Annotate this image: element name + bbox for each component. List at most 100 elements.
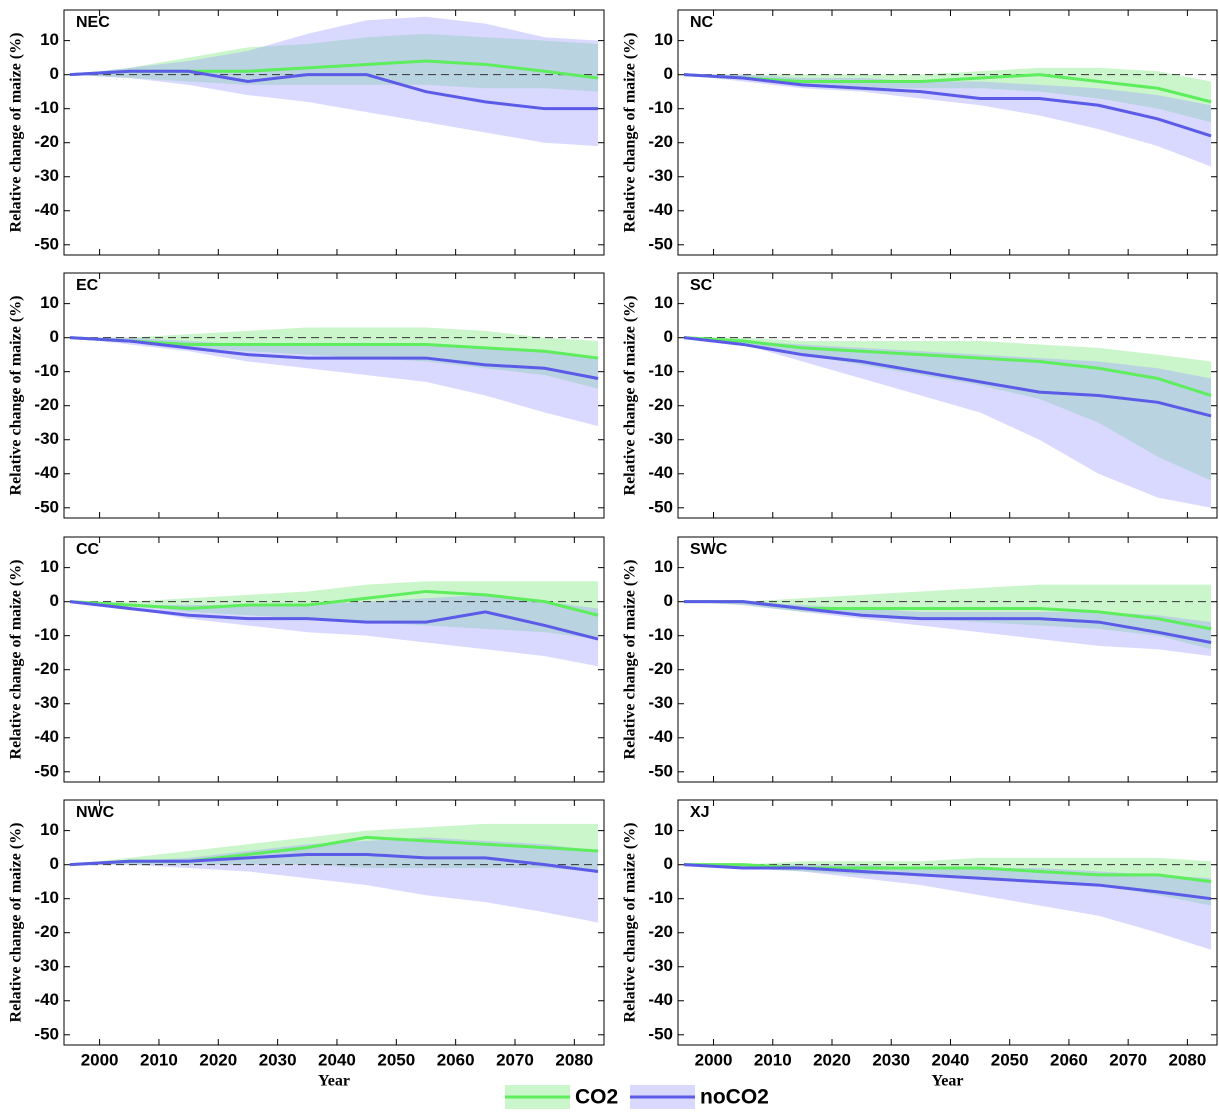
x-tick-label: 2040: [318, 1050, 356, 1069]
y-axis-label: Relative change of maize (%): [8, 33, 25, 233]
x-axis-label: Year: [932, 1073, 964, 1090]
x-tick-label: 2000: [695, 1050, 733, 1069]
y-tick-label: -20: [34, 659, 59, 678]
band: [69, 327, 599, 389]
y-tick-label: -20: [34, 395, 59, 414]
y-tick-label: -50: [648, 761, 673, 780]
y-tick-label: -50: [648, 497, 673, 516]
y-tick-label: -40: [34, 727, 59, 746]
legend-label: noCO2: [700, 1086, 769, 1109]
x-tick-label: 2060: [437, 1050, 475, 1069]
band: [683, 864, 1212, 950]
y-axis-label: Relative change of maize (%): [8, 296, 25, 496]
y-tick-label: -30: [34, 166, 59, 185]
y-tick-label: -50: [34, 761, 59, 780]
plot-frame: [677, 536, 1218, 783]
x-tick-label: 2050: [377, 1050, 415, 1069]
y-tick-label: -20: [34, 132, 59, 151]
y-tick-label: 0: [664, 854, 673, 873]
panel-title: NWC: [76, 804, 115, 821]
y-tick-label: 0: [664, 64, 673, 83]
y-tick-label: 10: [40, 820, 59, 839]
panel-title: SC: [690, 277, 713, 294]
y-tick-label: -40: [648, 463, 673, 482]
y-axis-label: Relative change of maize (%): [8, 823, 25, 1023]
line: [683, 863, 1212, 884]
panel-title: NC: [690, 14, 714, 31]
line: [683, 73, 1212, 138]
line: [69, 69, 599, 111]
x-tick-label: 2020: [813, 1050, 851, 1069]
y-tick-label: -30: [648, 693, 673, 712]
x-tick-label: 2080: [555, 1050, 593, 1069]
band: [683, 74, 1212, 167]
band: [69, 33, 599, 92]
line: [69, 336, 599, 380]
y-tick-label: 0: [50, 854, 59, 873]
plot-frame: [63, 9, 605, 256]
y-tick-label: -20: [648, 922, 673, 941]
y-tick-label: -10: [648, 888, 673, 907]
y-tick-label: 10: [654, 30, 673, 49]
y-tick-label: -40: [648, 200, 673, 219]
y-tick-label: -10: [648, 625, 673, 644]
y-tick-label: -30: [648, 429, 673, 448]
y-tick-label: -10: [648, 98, 673, 117]
x-tick-label: 2050: [991, 1050, 1029, 1069]
band: [69, 581, 599, 640]
y-tick-label: -40: [34, 200, 59, 219]
x-tick-label: 2070: [496, 1050, 534, 1069]
line: [69, 336, 599, 360]
line: [69, 600, 599, 641]
y-axis-label: Relative change of maize (%): [622, 823, 639, 1023]
band: [683, 337, 1212, 508]
x-tick-label: 2060: [1050, 1050, 1088, 1069]
band: [69, 337, 599, 427]
x-tick-label: 2080: [1168, 1050, 1206, 1069]
y-tick-label: 10: [40, 293, 59, 312]
y-tick-label: -50: [648, 234, 673, 253]
y-tick-label: -30: [648, 956, 673, 975]
plot-frame: [63, 799, 605, 1046]
x-tick-label: 2030: [872, 1050, 910, 1069]
x-tick-label: 2010: [754, 1050, 792, 1069]
panel-title: CC: [76, 541, 100, 558]
x-tick-label: 2040: [932, 1050, 970, 1069]
band: [683, 601, 1212, 657]
line: [69, 589, 599, 617]
y-tick-label: 0: [50, 64, 59, 83]
y-tick-label: -20: [648, 659, 673, 678]
y-tick-label: -10: [648, 361, 673, 380]
y-tick-label: -50: [648, 1024, 673, 1043]
y-axis-label: Relative change of maize (%): [622, 560, 639, 760]
line: [683, 600, 1212, 644]
y-axis-label: Relative change of maize (%): [622, 296, 639, 496]
band: [69, 16, 599, 147]
y-tick-label: -30: [648, 166, 673, 185]
plot-frame: [677, 799, 1218, 1046]
y-tick-label: -30: [34, 429, 59, 448]
y-tick-label: -10: [34, 625, 59, 644]
x-tick-label: 2020: [199, 1050, 237, 1069]
panel-title: XJ: [690, 804, 710, 821]
line: [69, 852, 599, 873]
x-tick-label: 2070: [1109, 1050, 1147, 1069]
y-tick-label: -20: [648, 395, 673, 414]
y-tick-label: -50: [34, 1024, 59, 1043]
y-tick-label: 0: [664, 327, 673, 346]
y-axis-label: Relative change of maize (%): [622, 33, 639, 233]
y-tick-label: -40: [34, 463, 59, 482]
plot-frame: [63, 272, 605, 519]
y-tick-label: 0: [664, 591, 673, 610]
y-tick-label: -10: [34, 888, 59, 907]
plot-frame: [677, 272, 1218, 519]
x-tick-label: 2010: [140, 1050, 178, 1069]
band: [683, 584, 1212, 650]
plot-frame: [677, 9, 1218, 256]
plot-frame: [63, 536, 605, 783]
line: [683, 336, 1212, 418]
line: [683, 73, 1212, 104]
panel-title: EC: [76, 277, 99, 294]
panel-title: NEC: [76, 14, 110, 31]
